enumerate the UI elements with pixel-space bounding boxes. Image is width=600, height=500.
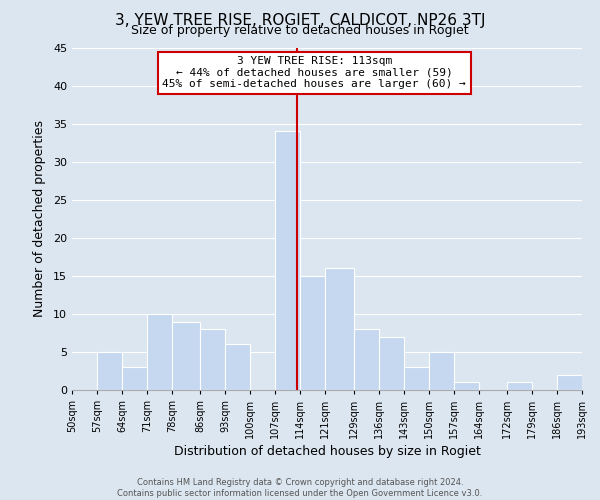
Bar xyxy=(454,382,479,390)
Bar xyxy=(404,367,428,390)
X-axis label: Distribution of detached houses by size in Rogiet: Distribution of detached houses by size … xyxy=(173,446,481,458)
Text: 3 YEW TREE RISE: 113sqm
← 44% of detached houses are smaller (59)
45% of semi-de: 3 YEW TREE RISE: 113sqm ← 44% of detache… xyxy=(163,56,466,90)
Bar xyxy=(507,382,532,390)
Bar xyxy=(122,367,147,390)
Bar xyxy=(325,268,354,390)
Bar xyxy=(428,352,454,390)
Bar xyxy=(300,276,325,390)
Bar xyxy=(97,352,122,390)
Text: 3, YEW TREE RISE, ROGIET, CALDICOT, NP26 3TJ: 3, YEW TREE RISE, ROGIET, CALDICOT, NP26… xyxy=(115,12,485,28)
Bar xyxy=(354,329,379,390)
Bar xyxy=(172,322,200,390)
Bar xyxy=(557,375,582,390)
Bar xyxy=(200,329,226,390)
Text: Contains HM Land Registry data © Crown copyright and database right 2024.
Contai: Contains HM Land Registry data © Crown c… xyxy=(118,478,482,498)
Bar xyxy=(275,131,300,390)
Text: Size of property relative to detached houses in Rogiet: Size of property relative to detached ho… xyxy=(131,24,469,37)
Bar xyxy=(379,336,404,390)
Bar xyxy=(147,314,172,390)
Bar xyxy=(226,344,250,390)
Y-axis label: Number of detached properties: Number of detached properties xyxy=(33,120,46,318)
